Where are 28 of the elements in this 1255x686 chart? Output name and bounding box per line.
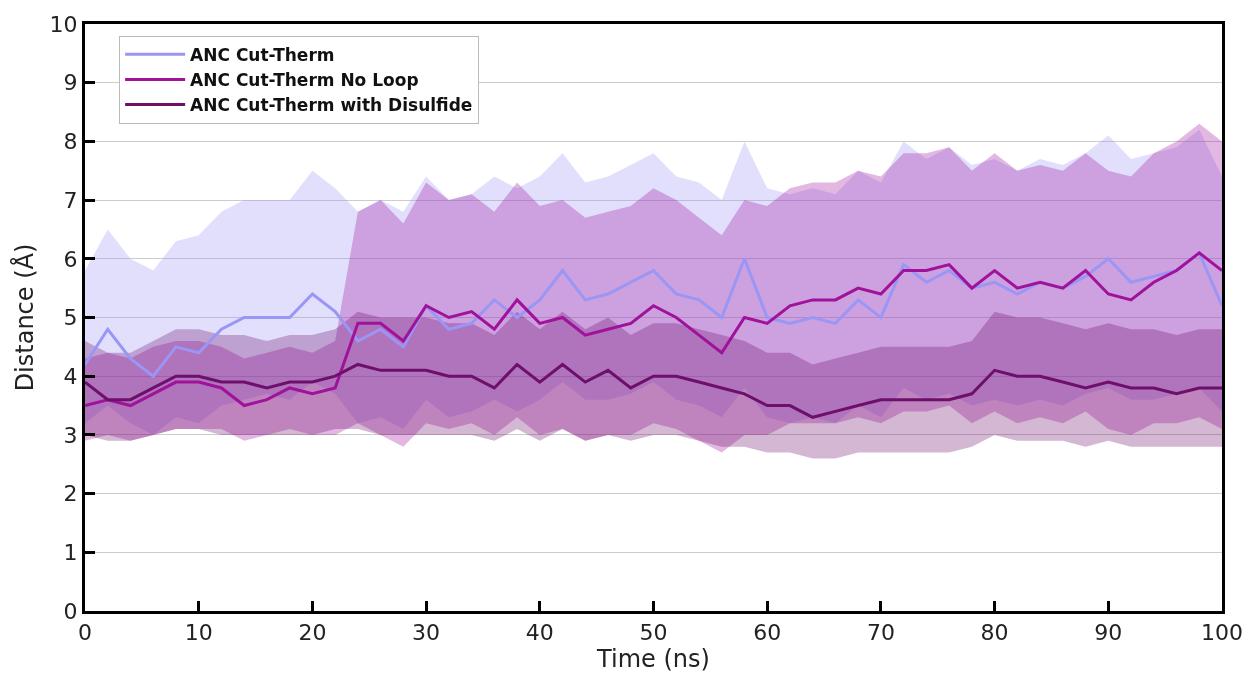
x-tick-label: 10: [184, 620, 213, 646]
line-series: [85, 251, 1222, 408]
y-tick-label: 5: [63, 305, 78, 331]
x-tick-label: 70: [866, 620, 895, 646]
x-tick-label: 40: [525, 620, 554, 646]
y-axis-title: Distance (Å): [9, 243, 39, 392]
x-tick-label: 90: [1094, 620, 1123, 646]
y-tick-label: 6: [63, 246, 78, 272]
x-tick-label: 80: [980, 620, 1009, 646]
y-tick-label: 9: [63, 70, 78, 96]
legend-label: ANC Cut-Therm No Loop: [190, 70, 419, 91]
y-tick-label: 1: [63, 540, 78, 565]
x-tick-label: 60: [753, 620, 782, 646]
y-tick-label: 10: [49, 11, 78, 37]
y-tick-label: 2: [63, 481, 78, 507]
y-tick-label: 7: [63, 187, 78, 213]
y-tick-label: 3: [63, 422, 78, 448]
y-tick-label: 4: [63, 363, 78, 389]
x-tick-label: 30: [412, 620, 441, 646]
legend-label: ANC Cut-Therm: [190, 44, 335, 65]
x-tick-label: 20: [298, 620, 327, 646]
line-series: [85, 362, 1222, 419]
y-tick-label: 0: [63, 598, 78, 624]
x-tick-label: 50: [639, 620, 668, 646]
x-axis-title: Time (ns): [596, 645, 710, 674]
legend-label: ANC Cut-Therm with Disulfide: [190, 95, 473, 116]
x-tick-label: 100: [1201, 620, 1243, 646]
y-tick-label: 8: [63, 129, 78, 155]
